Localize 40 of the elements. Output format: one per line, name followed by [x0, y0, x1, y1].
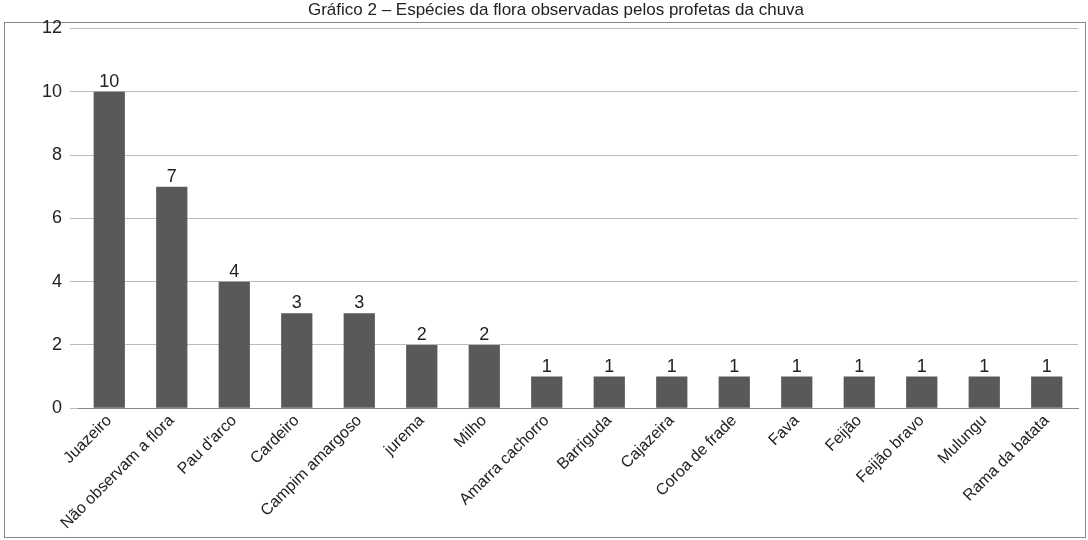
- bar: [343, 313, 375, 408]
- y-tick-label: 4: [52, 270, 63, 291]
- y-tick-label: 2: [52, 333, 63, 354]
- bar: [531, 376, 563, 408]
- y-tick-label: 0: [52, 397, 63, 418]
- bar: [406, 344, 438, 408]
- bar: [468, 344, 500, 408]
- data-label: 1: [1041, 355, 1052, 376]
- data-label: 1: [854, 355, 865, 376]
- y-tick-label: 10: [41, 80, 63, 101]
- bar: [218, 281, 250, 408]
- bar: [93, 91, 125, 408]
- data-label: 2: [479, 323, 490, 344]
- data-label: 1: [604, 355, 615, 376]
- data-label: 1: [791, 355, 802, 376]
- data-label: 2: [416, 323, 427, 344]
- data-label: 1: [916, 355, 927, 376]
- data-label: 10: [99, 70, 120, 91]
- bar: [906, 376, 938, 408]
- data-label: 1: [541, 355, 552, 376]
- bar: [781, 376, 813, 408]
- y-tick-label: 8: [52, 143, 63, 164]
- y-tick-label: 6: [52, 207, 63, 228]
- data-label: 3: [354, 292, 365, 313]
- data-label: 4: [229, 260, 240, 281]
- bar: [718, 376, 750, 408]
- data-label: 1: [729, 355, 740, 376]
- data-label: 7: [166, 165, 177, 186]
- chart-title: Gráfico 2 – Espécies da flora observadas pelos profetas da chuva: [307, 0, 805, 19]
- data-label: 3: [291, 292, 302, 313]
- data-label: 1: [979, 355, 990, 376]
- bar: [968, 376, 1000, 408]
- bar: [656, 376, 688, 408]
- bar: [593, 376, 625, 408]
- bar: [1031, 376, 1063, 408]
- data-label: 1: [666, 355, 677, 376]
- bar: [156, 186, 188, 408]
- bar: [281, 313, 313, 408]
- y-tick-label: 12: [41, 17, 63, 38]
- bar: [843, 376, 875, 408]
